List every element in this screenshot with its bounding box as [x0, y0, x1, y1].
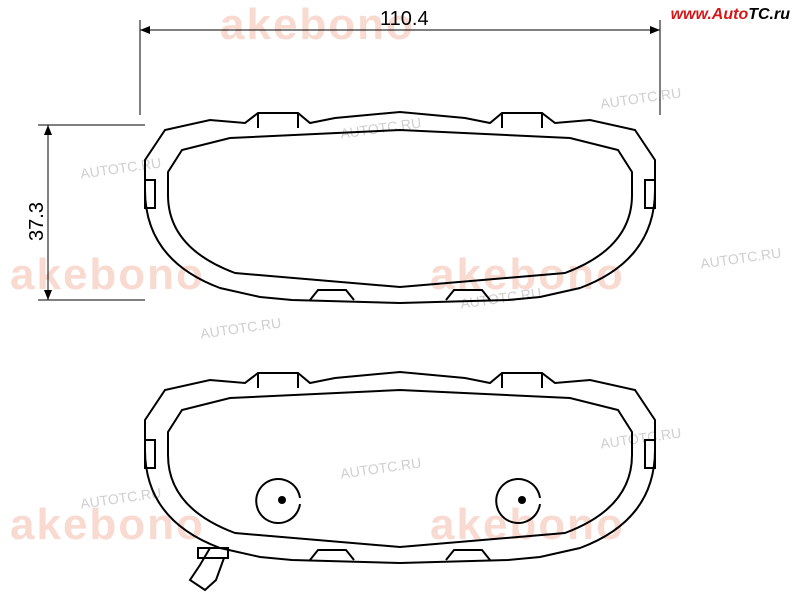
technical-drawing [0, 0, 800, 600]
brake-pad-top [145, 112, 655, 303]
brake-pad-bottom [145, 372, 655, 590]
